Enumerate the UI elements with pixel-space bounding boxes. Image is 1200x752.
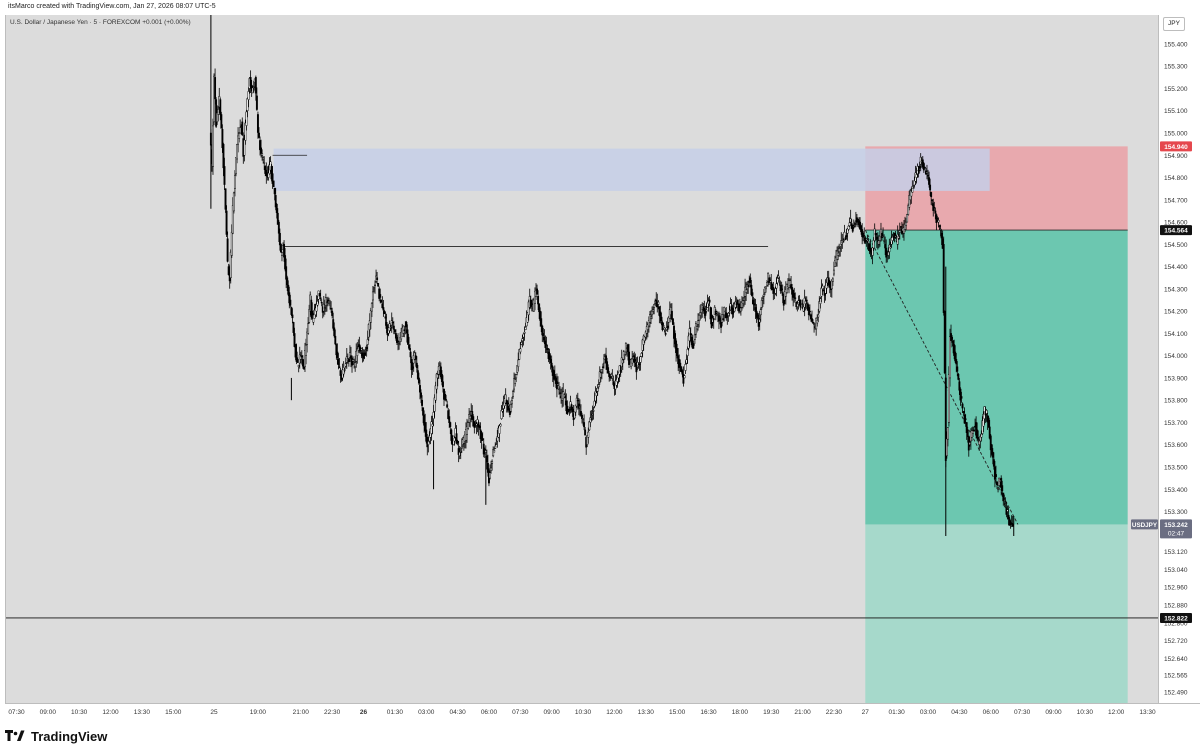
tradingview-footer: TradingView xyxy=(5,727,107,745)
chart-area[interactable] xyxy=(5,15,1159,703)
currency-button[interactable]: JPY xyxy=(1163,17,1185,31)
tradingview-logo-icon xyxy=(5,730,25,741)
time-axis[interactable] xyxy=(5,703,1200,722)
attribution-text: itsMarco created with TradingView.com, J… xyxy=(8,3,216,10)
symbol-legend: U.S. Dollar / Japanese Yen · 5 · FOREXCO… xyxy=(10,19,191,26)
price-axis[interactable] xyxy=(1158,15,1200,703)
tradingview-logo-text: TradingView xyxy=(31,728,108,744)
